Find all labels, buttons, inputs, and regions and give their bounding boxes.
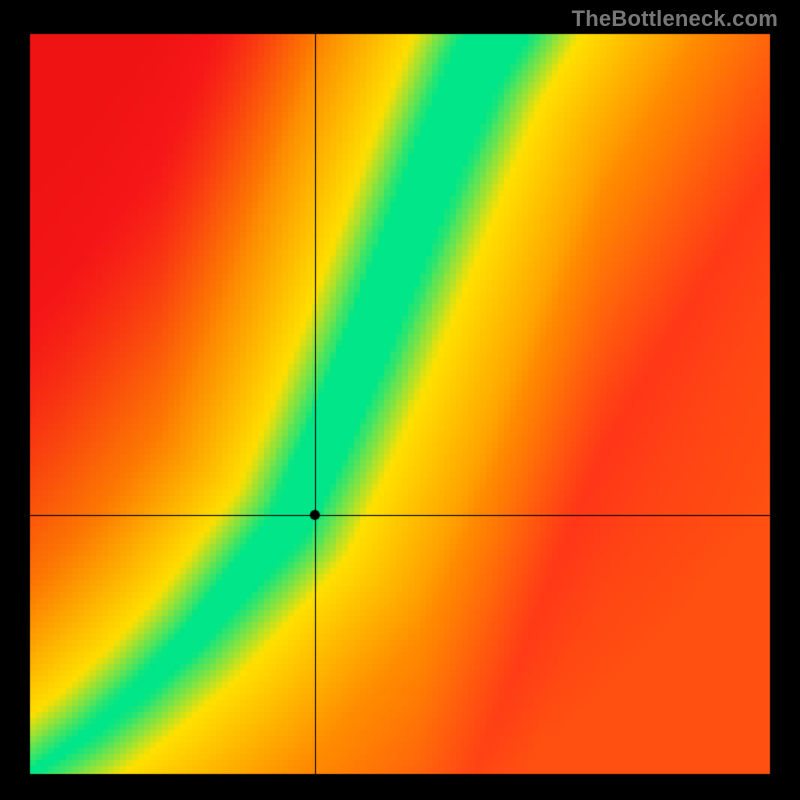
watermark-text: TheBottleneck.com [572, 6, 778, 32]
bottleneck-heatmap [0, 0, 800, 800]
